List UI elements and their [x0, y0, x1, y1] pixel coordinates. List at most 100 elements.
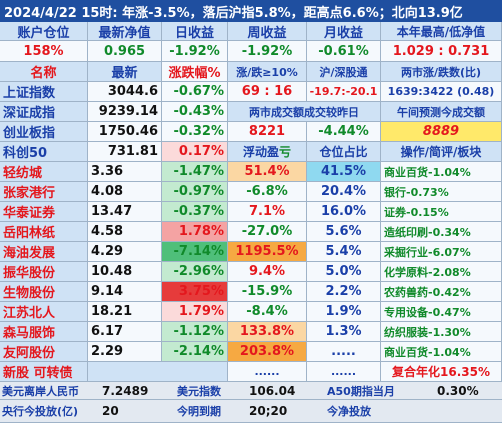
stock-position-share: 1.9% [307, 302, 381, 322]
stock-name: 张家港行 [0, 182, 88, 202]
col-year-high-low: 本年最高/低净值 [381, 22, 502, 41]
stock-change: 3.75% [162, 282, 228, 302]
index-price-sz: 9239.14 [88, 102, 162, 122]
index-change-sh: -0.67% [162, 82, 228, 102]
turnover-label: 两市成交额成交较昨日 [228, 102, 381, 122]
index-name-cyb: 创业板指 [0, 122, 88, 142]
stock-name: 轻纺城 [0, 162, 88, 182]
monthly-return-value: -0.61% [307, 41, 381, 62]
stock-note: 纺织服装-1.30% [381, 322, 502, 342]
footer-fx-row: 美元离岸人民币 7.2489 美元指数 106.04 A50期指当月 0.30% [0, 382, 502, 400]
stock-floating-pnl: 9.4% [228, 262, 307, 282]
col-operation-note: 操作/简评/板块 [381, 142, 502, 162]
col-advance-decline: 两市涨/跌数(比) [381, 62, 502, 82]
stock-floating-pnl: 51.4% [228, 162, 307, 182]
col-floating-pnl: 浮动盈亏 [228, 142, 307, 162]
stock-price: 9.14 [88, 282, 162, 302]
stock-change: -0.37% [162, 202, 228, 222]
col-position-share: 仓位占比 [307, 142, 381, 162]
col-name: 名称 [0, 62, 88, 82]
stock-name: 森马服饰 [0, 322, 88, 342]
stock-price: 2.29 [88, 342, 162, 362]
stock-floating-pnl: -8.4% [228, 302, 307, 322]
stock-change: -0.97% [162, 182, 228, 202]
index-change-cyb: -0.32% [162, 122, 228, 142]
stock-name: 海油发展 [0, 242, 88, 262]
new-stock-float: ...... [228, 362, 307, 382]
stock-price: 4.08 [88, 182, 162, 202]
stock-change: -1.12% [162, 322, 228, 342]
index-change-sz: -0.43% [162, 102, 228, 122]
col-latest-nav: 最新净值 [88, 22, 162, 41]
stock-floating-pnl: 203.8% [228, 342, 307, 362]
forecast-label: 午间预测今成交额 [381, 102, 502, 122]
stock-name: 江苏北人 [0, 302, 88, 322]
latest-nav-value: 0.965 [88, 41, 162, 62]
floating-pnl-label: 浮动盈 [242, 145, 279, 159]
pboc-injection-label: 央行今投放(亿) [2, 405, 79, 418]
stock-price: 18.21 [88, 302, 162, 322]
northbound-value: -19.7:-20.1 [307, 82, 381, 102]
stock-change: -7.14% [162, 242, 228, 262]
account-position-value: 158% [0, 41, 88, 62]
stock-position-share: 41.5% [307, 162, 381, 182]
stock-price: 6.17 [88, 322, 162, 342]
stock-change: -2.14% [162, 342, 228, 362]
col-latest: 最新 [88, 62, 162, 82]
usd-cnh-label: 美元离岸人民币 [2, 384, 79, 398]
daily-return-value: -1.92% [162, 41, 228, 62]
stock-name: 友阿股份 [0, 342, 88, 362]
stock-change: 1.79% [162, 302, 228, 322]
pboc-injection-value: 20 [102, 404, 119, 418]
stock-position-share: 1.3% [307, 322, 381, 342]
a50-value: 0.30% [437, 383, 479, 398]
net-injection-label: 今净投放 [327, 405, 371, 418]
stock-note: 农药兽药-0.42% [381, 282, 502, 302]
stock-position-share: 5.6% [307, 222, 381, 242]
stock-price: 4.29 [88, 242, 162, 262]
stock-change: -2.96% [162, 262, 228, 282]
stock-note: 商业百货-1.04% [381, 342, 502, 362]
a50-label: A50期指当月 [327, 384, 395, 398]
stock-note: 造纸印刷-0.34% [381, 222, 502, 242]
header-bar: 2024/4/22 15时: 年涨-3.5%，落后沪指5.8%，距高点6.6%；… [0, 0, 502, 22]
stock-floating-pnl: -15.9% [228, 282, 307, 302]
stock-price: 4.58 [88, 222, 162, 242]
index-change-kc50: 0.17% [162, 142, 228, 162]
stock-position-share: ..... [307, 342, 381, 362]
usd-cnh-value: 7.2489 [102, 383, 149, 398]
year-high-low-value: 1.029 : 0.731 [381, 41, 502, 62]
new-stock-label: 新股 可转债 [0, 362, 88, 382]
stock-position-share: 5.0% [307, 262, 381, 282]
stock-floating-pnl: -6.8% [228, 182, 307, 202]
index-name-sz: 深证成指 [0, 102, 88, 122]
index-name-sh: 上证指数 [0, 82, 88, 102]
stock-position-share: 20.4% [307, 182, 381, 202]
stock-floating-pnl: 133.8% [228, 322, 307, 342]
dxy-label: 美元指数 [177, 384, 221, 398]
index-price-sh: 3044.6 [88, 82, 162, 102]
index-price-kc50: 731.81 [88, 142, 162, 162]
col-northbound: 沪/深股通 [307, 62, 381, 82]
new-stock-blank [88, 362, 228, 382]
stock-note: 证券-0.15% [381, 202, 502, 222]
forecast-value: 8889 [381, 122, 502, 142]
weekly-return-value: -1.92% [228, 41, 307, 62]
stock-floating-pnl: 7.1% [228, 202, 307, 222]
stock-note: 专用设备-0.47% [381, 302, 502, 322]
limit-up-down-value: 69 : 16 [228, 82, 307, 102]
advance-decline-value: 1639:3422 (0.48) [381, 82, 502, 102]
stock-note: 商业百货-1.04% [381, 162, 502, 182]
stock-change: 1.78% [162, 222, 228, 242]
stock-price: 10.48 [88, 262, 162, 282]
stock-change: -1.47% [162, 162, 228, 182]
col-change-pct: 涨跌幅% [162, 62, 228, 82]
new-stock-pos: ...... [307, 362, 381, 382]
stock-note: 化学原料-2.08% [381, 262, 502, 282]
stock-name: 华泰证券 [0, 202, 88, 222]
stock-position-share: 16.0% [307, 202, 381, 222]
turnover-value: 8221 [228, 122, 307, 142]
maturity-label: 今明到期 [177, 405, 221, 418]
stock-note: 银行-0.73% [381, 182, 502, 202]
col-monthly-return: 月收益 [307, 22, 381, 41]
